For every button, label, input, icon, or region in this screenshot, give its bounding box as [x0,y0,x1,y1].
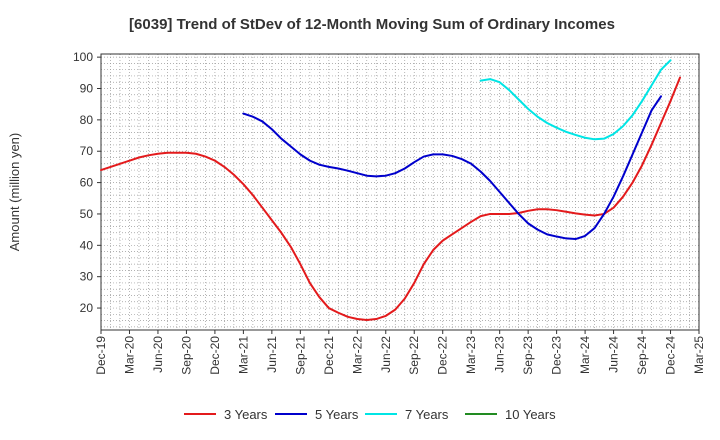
x-tick-label: Mar-23 [464,336,478,374]
legend-label: 3 Years [224,407,268,422]
x-tick-label: Mar-22 [350,336,364,374]
y-tick-label: 100 [73,50,93,64]
x-tick-label: Dec-22 [436,336,450,375]
legend-label: 10 Years [505,407,556,422]
x-tick-label: Dec-20 [208,336,222,375]
x-tick-label: Jun-24 [607,336,621,373]
series-layer [100,59,682,321]
grid-lines [101,54,699,330]
x-tick-label: Sep-20 [179,336,193,375]
x-tick-label: Sep-22 [407,336,421,375]
chart-title: [6039] Trend of StDev of 12-Month Moving… [129,16,615,33]
y-tick-label: 30 [80,270,94,284]
x-tick-label: Jun-23 [493,336,507,373]
x-tick-label: Dec-21 [322,336,336,375]
x-tick-label: Mar-21 [236,336,250,374]
x-tick-label: Dec-19 [94,336,108,375]
x-tick-label: Sep-24 [635,336,649,375]
y-axis-label: Amount (million yen) [7,133,22,252]
legend-label: 5 Years [315,407,359,422]
legend: 3 Years 5 Years 7 Years 10 Years [184,407,556,422]
y-tick-label: 20 [80,301,94,315]
series-line-7-years [479,59,672,141]
y-tick-label: 70 [80,144,94,158]
y-tick-label: 50 [80,207,94,221]
series-line-3-years [100,76,682,321]
x-tick-label: Dec-24 [664,336,678,375]
y-tick-label: 90 [80,82,94,96]
x-tick-label: Mar-20 [122,336,136,374]
x-tick-label: Sep-21 [293,336,307,375]
x-tick-label: Jun-22 [379,336,393,373]
x-tick-label: Jun-21 [265,336,279,373]
legend-label: 7 Years [405,407,449,422]
x-tick-label: Mar-24 [578,336,592,374]
x-tick-label: Sep-23 [521,336,535,375]
x-axis-ticks: Dec-19 Mar-20 Jun-20 Sep-20 Dec-20 Mar-21 Jun-… [94,330,706,375]
y-tick-label: 60 [80,176,94,190]
y-axis-ticks: 20 30 40 50 60 70 80 90 100 [73,50,101,315]
x-tick-label: Dec-23 [550,336,564,375]
plot-area [100,53,700,331]
y-tick-label: 80 [80,113,94,127]
x-tick-label: Mar-25 [692,336,706,374]
x-tick-label: Jun-20 [151,336,165,373]
series-line-5-years [242,95,663,241]
y-tick-label: 40 [80,238,94,252]
